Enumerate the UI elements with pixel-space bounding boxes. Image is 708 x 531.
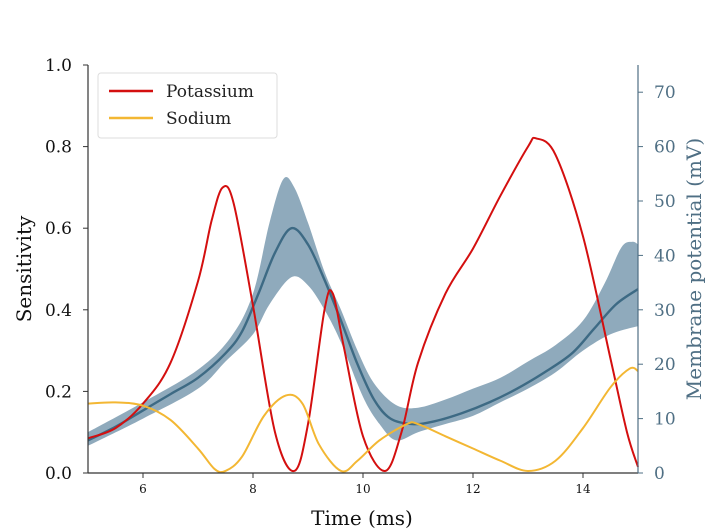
right-y-tick-label: 10 xyxy=(654,410,676,430)
right-y-tick-label: 20 xyxy=(654,355,676,375)
x-tick-label: 6 xyxy=(139,482,147,496)
right-y-tick-label: 40 xyxy=(654,246,676,266)
left-y-tick-label: 0.0 xyxy=(45,464,72,484)
left-y-tick-label: 0.2 xyxy=(45,382,72,402)
right-y-tick-label: 60 xyxy=(654,138,676,158)
right-y-tick-label: 50 xyxy=(654,192,676,212)
left-y-tick-label: 0.4 xyxy=(45,301,72,321)
left-y-axis-label: Sensitivity xyxy=(12,215,36,322)
potassium-line xyxy=(87,136,639,472)
right-y-tick-label: 0 xyxy=(654,464,665,484)
legend: Potassium Sodium xyxy=(97,72,278,139)
right-y-ticks: 0 10 20 30 40 50 60 70 xyxy=(638,83,676,484)
x-tick-label: 10 xyxy=(355,482,370,496)
right-y-tick-label: 30 xyxy=(654,301,676,321)
membrane-potential-confidence-band xyxy=(88,177,638,446)
right-y-tick-label: 70 xyxy=(654,83,676,103)
legend-frame xyxy=(97,72,278,139)
left-y-tick-label: 0.6 xyxy=(45,219,72,239)
x-axis-label: Time (ms) xyxy=(311,506,413,530)
x-tick-label: 14 xyxy=(575,482,591,496)
x-tick-label: 12 xyxy=(465,482,480,496)
left-y-tick-label: 0.8 xyxy=(45,138,72,158)
left-y-tick-label: 1.0 xyxy=(45,56,72,76)
right-y-axis-label: Membrane potential (mV) xyxy=(682,138,706,400)
legend-label-potassium: Potassium xyxy=(166,82,254,102)
legend-label-sodium: Sodium xyxy=(166,109,231,129)
x-ticks: 6 8 10 12 14 xyxy=(139,473,591,496)
sodium-line xyxy=(87,366,639,474)
membrane-potential-line xyxy=(87,226,639,442)
left-y-ticks: 0.0 0.2 0.4 0.6 0.8 1.0 xyxy=(45,56,88,484)
plot-area xyxy=(87,136,639,474)
x-tick-label: 8 xyxy=(249,482,257,496)
